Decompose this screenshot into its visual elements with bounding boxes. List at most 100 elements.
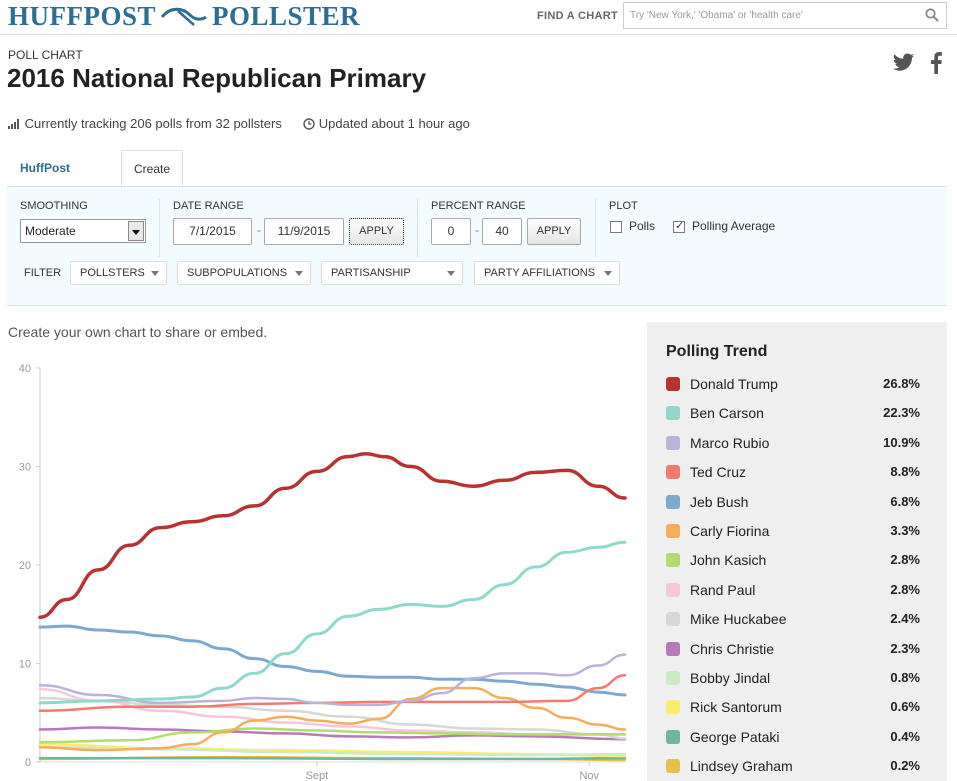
tracking-meta: Currently tracking 206 polls from 32 pol… <box>8 115 470 131</box>
filter-party-affiliations-dropdown[interactable]: PARTY AFFILIATIONS <box>474 261 620 285</box>
legend-candidate-name: Chris Christie <box>690 640 775 657</box>
legend-swatch <box>666 406 680 421</box>
date-range-label: DATE RANGE <box>173 200 244 212</box>
percent-max-input[interactable]: 40 <box>482 218 522 245</box>
x-tick-label: Sept <box>306 770 329 781</box>
logo-huffpost: HUFFPOST <box>8 1 157 31</box>
legend-swatch <box>666 612 680 627</box>
legend-item[interactable]: Chris Christie 2.3% <box>666 640 920 660</box>
y-tick-label: 40 <box>19 363 31 375</box>
date-end-input[interactable]: 11/9/2015 <box>264 218 344 245</box>
polls-checkbox-label: Polls <box>629 219 656 233</box>
smoothing-label: SMOOTHING <box>20 200 88 212</box>
series-line-marco-rubio <box>38 653 627 707</box>
legend-candidate-value: 2.8% <box>890 581 920 597</box>
logo-pollster: POLLSTER <box>212 1 361 31</box>
legend-candidate-value: 2.8% <box>890 552 920 568</box>
filter-pollsters-dropdown[interactable]: POLLSTERS <box>70 261 167 285</box>
legend-candidate-value: 0.8% <box>890 670 920 685</box>
date-apply-button[interactable]: APPLY <box>349 218 404 245</box>
series-line-ted-cruz <box>38 674 627 713</box>
legend-title: Polling Trend <box>666 343 768 360</box>
series-line-ben-carson <box>38 540 627 705</box>
huffpost-pollster-logo[interactable]: HUFFPOST POLLSTER <box>8 1 360 32</box>
legend-candidate-name: Marco Rubio <box>690 434 770 451</box>
percent-apply-button[interactable]: APPLY <box>527 218 581 245</box>
legend-candidate-value: 26.8% <box>883 376 920 391</box>
legend-candidate-name: Rick Santorum <box>690 699 782 716</box>
legend-candidate-value: 22.3% <box>883 405 920 421</box>
legend-item[interactable]: John Kasich 2.8% <box>666 551 920 571</box>
legend-swatch <box>666 494 680 509</box>
y-tick-label: 20 <box>19 560 31 572</box>
legend-swatch <box>666 729 680 744</box>
legend-candidate-name: Ben Carson <box>690 405 764 422</box>
legend-candidate-name: Ted Cruz <box>690 464 747 481</box>
legend-item[interactable]: Donald Trump 26.8% <box>666 375 920 395</box>
pollster-swoosh-icon <box>160 7 207 26</box>
twitter-icon[interactable] <box>893 52 915 72</box>
legend-candidate-name: Carly Fiorina <box>690 523 770 539</box>
legend-candidate-value: 8.8% <box>890 464 920 480</box>
legend-candidate-name: Jeb Bush <box>690 493 749 510</box>
legend-candidate-name: Mike Huckabee <box>690 611 787 628</box>
legend-swatch <box>666 641 680 656</box>
chart-search-box <box>623 2 947 29</box>
legend-item[interactable]: Carly Fiorina 3.3% <box>666 522 920 542</box>
legend-candidate-name: John Kasich <box>690 552 767 569</box>
legend-item[interactable]: George Pataki 0.4% <box>666 728 920 748</box>
legend-item[interactable]: Bobby Jindal 0.8% <box>666 669 920 689</box>
divider <box>595 199 596 257</box>
page-title: 2016 National Republican Primary <box>7 63 427 93</box>
legend-candidate-value: 0.2% <box>890 758 920 774</box>
chart-controls: SMOOTHING Moderate DATE RANGE 7/1/2015 -… <box>7 186 947 306</box>
plot-label: PLOT <box>609 200 638 212</box>
legend-item[interactable]: Lindsey Graham 0.2% <box>666 757 920 777</box>
legend-candidate-value: 3.3% <box>890 523 920 538</box>
tab-create-your-own[interactable]: Create Your Own <box>121 150 184 250</box>
legend-swatch <box>666 759 680 774</box>
filter-partisanship-dropdown[interactable]: PARTISANSHIP <box>321 261 463 285</box>
polling-trend-chart: 0 10 20 30 40 Sept Nov <box>19 363 627 781</box>
chart-subtitle: Create your own chart to share or embed. <box>8 324 268 340</box>
divider <box>159 199 160 257</box>
date-start-input[interactable]: 7/1/2015 <box>173 218 252 245</box>
top-bar: HUFFPOST POLLSTER FIND A CHART <box>0 0 957 35</box>
legend-swatch <box>666 582 680 597</box>
legend-item[interactable]: Rick Santorum 0.6% <box>666 698 920 718</box>
polls-checkbox[interactable] <box>610 221 622 233</box>
legend-swatch <box>666 524 680 538</box>
legend-item[interactable]: Marco Rubio 10.9% <box>666 434 920 454</box>
filter-subpopulations-dropdown[interactable]: SUBPOPULATIONS <box>177 261 311 285</box>
legend-candidate-name: Lindsey Graham <box>690 758 793 775</box>
legend-swatch <box>666 465 680 480</box>
legend-candidate-value: 10.9% <box>883 434 920 450</box>
legend-candidate-name: Bobby Jindal <box>690 670 771 686</box>
percent-min-input[interactable]: 0 <box>431 218 471 245</box>
legend-candidate-name: George Pataki <box>690 728 780 745</box>
y-tick-label: 10 <box>19 659 31 671</box>
tab-huffpost-model[interactable]: HuffPost Model <box>20 161 70 212</box>
polling-average-checkbox[interactable] <box>673 219 685 233</box>
facebook-icon[interactable] <box>929 52 943 74</box>
smoothing-value: Moderate <box>25 224 76 238</box>
y-tick-label: 0 <box>25 757 31 769</box>
legend-item[interactable]: Ted Cruz 8.8% <box>666 463 920 483</box>
legend-item[interactable]: Ben Carson 22.3% <box>666 404 920 424</box>
signal-bars-icon <box>8 118 19 129</box>
chart-search-input[interactable] <box>624 3 914 28</box>
legend-candidate-value: 0.6% <box>890 699 920 715</box>
series-line-carly-fiorina <box>38 686 627 752</box>
legend-item[interactable]: Rand Paul 2.8% <box>666 581 920 601</box>
tracking-text: Currently tracking 206 polls from 32 pol… <box>24 116 282 132</box>
legend-item[interactable]: Mike Huckabee 2.4% <box>666 610 920 630</box>
legend-swatch <box>666 435 680 450</box>
chevron-down-icon <box>128 221 144 241</box>
legend-candidate-value: 6.8% <box>890 493 920 509</box>
search-icon[interactable] <box>925 8 939 22</box>
smoothing-select[interactable]: Moderate <box>20 219 146 243</box>
clock-icon <box>303 117 315 130</box>
legend-item[interactable]: Jeb Bush 6.8% <box>666 493 920 513</box>
x-tick-label: Nov <box>579 770 599 781</box>
updated-text: Updated about 1 hour ago <box>318 116 470 132</box>
